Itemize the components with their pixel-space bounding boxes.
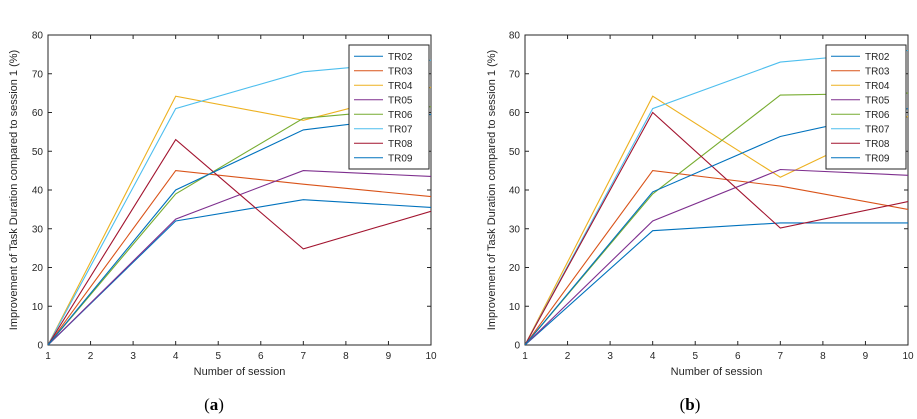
x-tick-label: 9	[863, 351, 869, 362]
y-tick-label: 40	[509, 186, 521, 197]
y-tick-label: 70	[32, 69, 44, 80]
y-axis-label: Improvement of Task Duration compared to…	[8, 50, 20, 330]
legend-box	[825, 44, 907, 170]
x-tick-label: 10	[902, 351, 914, 362]
x-tick-label: 2	[88, 351, 94, 362]
legend: TR02 TR03 TR04 TR05 TR06 TR07 TR08 TR09	[348, 44, 430, 170]
x-tick-label: 2	[565, 351, 571, 362]
y-tick-label: 70	[509, 69, 521, 80]
legend-label-tr06: TR06	[388, 110, 413, 121]
x-tick-label: 9	[386, 351, 392, 362]
x-tick-label: 7	[778, 351, 784, 362]
legend-label-tr09: TR09	[865, 153, 890, 164]
panel-label-open: (	[680, 395, 686, 414]
y-tick-label: 80	[509, 31, 521, 42]
y-tick-label: 10	[509, 302, 521, 313]
x-tick-label: 1	[45, 351, 51, 362]
y-tick-label: 40	[32, 186, 44, 197]
x-tick-label: 4	[650, 351, 656, 362]
x-tick-label: 10	[425, 351, 437, 362]
series-line-tr02	[525, 222, 908, 345]
legend-label-tr05: TR05	[388, 95, 413, 106]
y-tick-label: 0	[37, 341, 43, 352]
series-line-tr03	[525, 170, 908, 345]
panel-label: (a)	[204, 395, 224, 414]
x-tick-label: 3	[607, 351, 613, 362]
y-tick-label: 50	[509, 147, 521, 158]
x-tick-label: 7	[301, 351, 307, 362]
legend: TR02 TR03 TR04 TR05 TR06 TR07 TR08 TR09	[825, 44, 907, 170]
y-tick-label: 60	[32, 108, 44, 119]
y-tick-label: 20	[32, 263, 44, 274]
x-tick-label: 6	[735, 351, 741, 362]
series-line-tr03	[48, 170, 431, 345]
legend-label-tr07: TR07	[388, 124, 413, 135]
x-axis-label: Number of session	[671, 366, 763, 378]
legend-label-tr06: TR06	[865, 110, 890, 121]
chart-panel-a: 1 2 3 4 5 6 7 8 9 10 0 10 20 30 40 50 60 70 80 Number of se…	[8, 31, 437, 415]
panel-label: (b)	[680, 395, 701, 414]
x-tick-label: 6	[258, 351, 264, 362]
x-tick-label: 5	[215, 351, 221, 362]
legend-label-tr08: TR08	[865, 139, 890, 150]
y-tick-label: 20	[509, 263, 521, 274]
legend-label-tr05: TR05	[865, 95, 890, 106]
panel-label-open: (	[204, 395, 210, 414]
y-tick-label: 10	[32, 302, 44, 313]
legend-label-tr09: TR09	[388, 153, 413, 164]
panel-label-close: )	[695, 395, 701, 414]
x-tick-label: 8	[343, 351, 349, 362]
legend-label-tr02: TR02	[865, 52, 890, 63]
legend-label-tr03: TR03	[388, 66, 413, 77]
series-line-tr08	[48, 138, 431, 345]
y-axis-label: Improvement of Task Duration compared to…	[486, 50, 498, 330]
y-tick-label: 80	[32, 31, 44, 42]
panel-label-letter: a	[210, 395, 219, 414]
y-tick-label: 30	[32, 224, 44, 235]
chart-panel-b: 1 2 3 4 5 6 7 8 9 10 0 10 20 30 40 50 60 70 80 Number of se…	[486, 31, 914, 415]
x-tick-label: 5	[692, 351, 698, 362]
y-tick-label: 0	[514, 341, 520, 352]
legend-box	[348, 44, 430, 170]
series-line-tr05	[525, 168, 908, 345]
legend-label-tr07: TR07	[865, 124, 890, 135]
legend-label-tr03: TR03	[865, 66, 890, 77]
panel-label-letter: b	[685, 395, 694, 414]
legend-label-tr04: TR04	[865, 81, 890, 92]
y-tick-label: 30	[509, 224, 521, 235]
x-tick-label: 4	[173, 351, 179, 362]
x-tick-label: 3	[130, 351, 136, 362]
legend-label-tr02: TR02	[388, 52, 413, 63]
series-line-tr08	[525, 111, 908, 345]
panel-label-close: )	[218, 395, 224, 414]
x-tick-label: 8	[820, 351, 826, 362]
y-tick-label: 60	[509, 108, 521, 119]
y-tick-label: 50	[32, 147, 44, 158]
x-axis-label: Number of session	[194, 366, 286, 378]
legend-label-tr04: TR04	[388, 81, 413, 92]
legend-label-tr08: TR08	[388, 139, 413, 150]
series-line-tr02	[48, 199, 431, 345]
x-tick-label: 1	[522, 351, 528, 362]
